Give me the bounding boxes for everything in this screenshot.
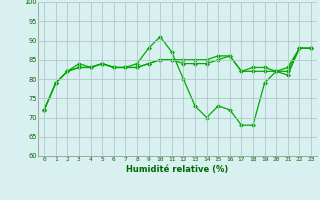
X-axis label: Humidité relative (%): Humidité relative (%): [126, 165, 229, 174]
